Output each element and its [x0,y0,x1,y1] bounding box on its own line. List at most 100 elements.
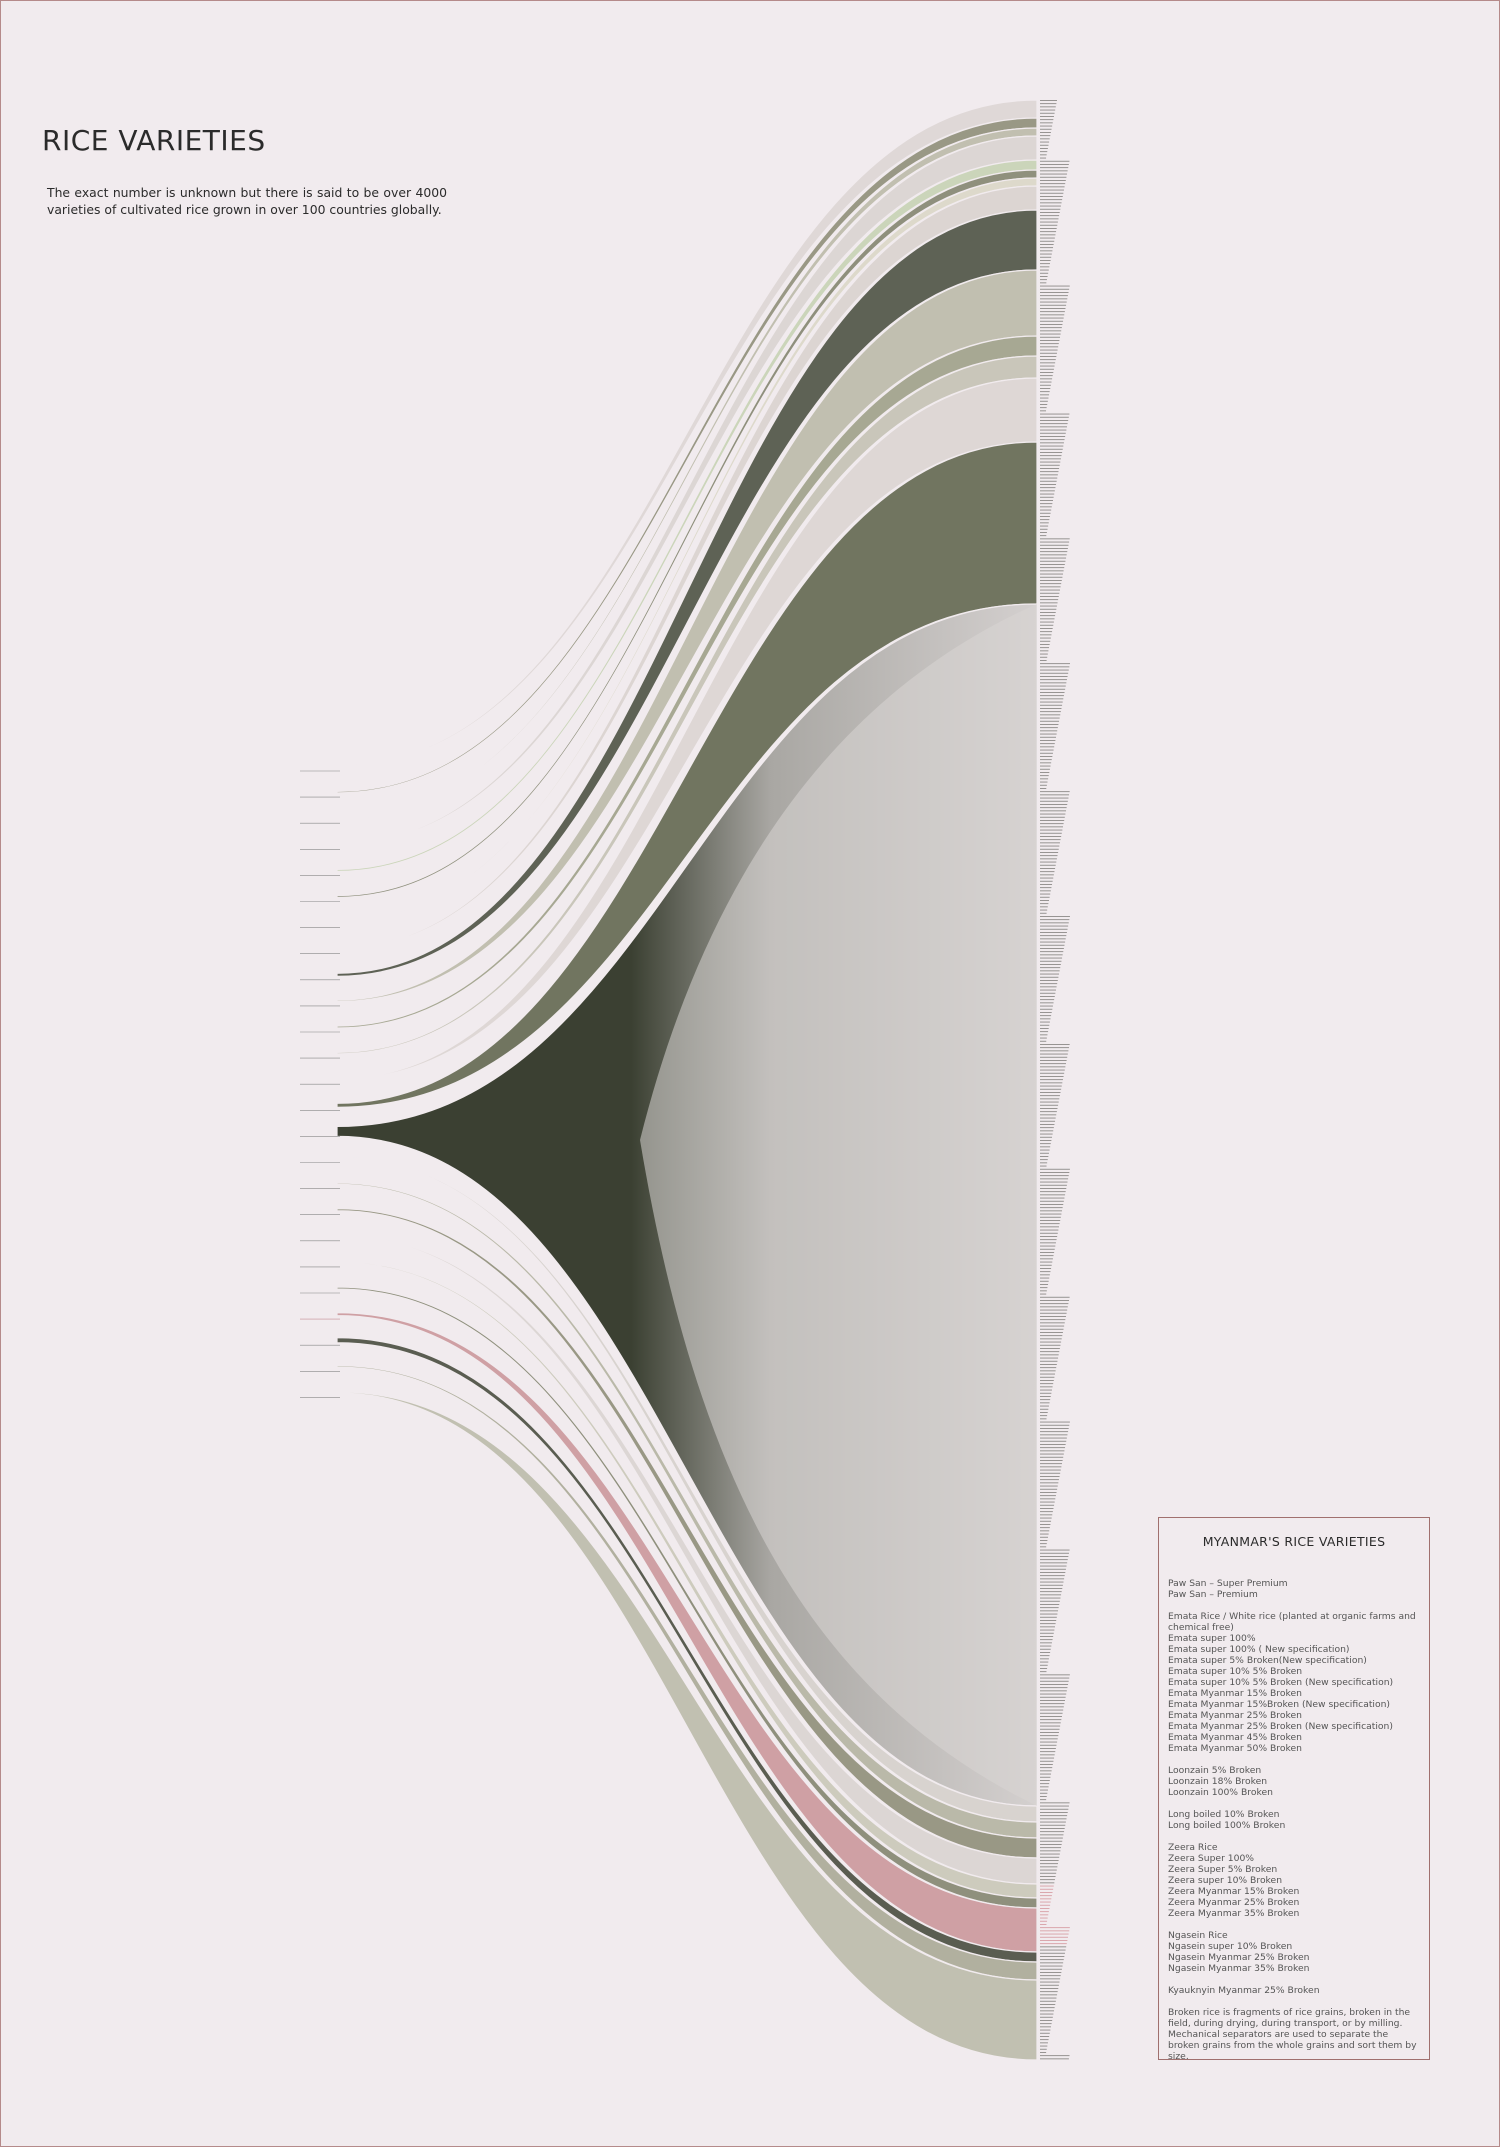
variety-tick [1040,436,1066,437]
variety-tick [1040,2052,1047,2053]
variety-tick [1040,1828,1065,1829]
variety-group: Ngasein Rice Ngasein super 10% Broken Ngas… [1168,1930,1420,1974]
variety-tick [1040,1012,1052,1013]
variety-tick [1040,564,1065,565]
country-band [336,269,1038,1003]
variety-tick [1040,596,1059,597]
variety-tick [1040,458,1061,460]
variety-tick [1040,394,1050,396]
variety-tick [1040,692,1065,693]
variety-tick [1040,1274,1050,1276]
variety-group: Paw San – Super Premium Paw San – Premium [1168,1578,1420,1600]
variety-tick [1040,1610,1059,1612]
variety-tick [1040,1572,1066,1573]
variety-tick [1040,1965,1063,1967]
variety-tick [1040,381,1052,383]
variety-tick [1040,1175,1069,1177]
variety-tick [1040,666,1070,668]
variety-tick [1040,778,1049,780]
variety-item: Zeera Super 5% Broken [1168,1864,1278,1875]
variety-tick [1040,896,1050,898]
variety-tick [1040,506,1052,508]
variety-tick [1040,1002,1054,1004]
variety-tick [1040,1533,1049,1535]
variety-tick [1040,535,1047,537]
variety-tick [1040,1588,1063,1589]
variety-tick [1040,1687,1068,1689]
variety-tick [1040,964,1061,965]
country-band [336,209,1038,977]
variety-tick [1040,1383,1054,1385]
variety-tick [1040,2007,1055,2009]
variety-tick [1040,1024,1050,1026]
variety-tick [1040,1220,1061,1221]
variety-tick [1040,493,1055,495]
variety-tick [1040,1821,1066,1823]
variety-tick [1040,532,1047,533]
variety-tick [1040,1552,1069,1554]
variety-tick [1040,122,1053,124]
variety-tick [1040,573,1064,575]
variety-tick [1040,602,1058,604]
variety-tick [1040,2004,1056,2005]
variety-tick [1040,269,1049,271]
variety-tick [1040,244,1054,245]
variety-tick [1040,1748,1056,1749]
variety-tick [1040,1831,1065,1833]
variety-item: Loonzain 18% Broken [1168,1776,1268,1787]
variety-tick [1040,224,1058,226]
variety-tick [1040,868,1056,869]
variety-tick [1040,970,1060,972]
variety-tick [1040,362,1056,364]
variety-tick [1040,234,1056,236]
variety-tick [1040,538,1070,540]
variety-tick [1040,1648,1051,1650]
variety-tick [1040,832,1062,834]
variety-tick [1040,2058,1069,2060]
variety-tick [1040,1904,1051,1906]
variety-tick [1040,1444,1066,1445]
variety-tick [1040,1312,1067,1314]
variety-tick [1040,669,1069,671]
variety-tick [1040,688,1066,690]
variety-tick [1040,1015,1052,1017]
variety-tick [1040,2016,1053,2018]
variety-tick [1040,1332,1063,1333]
variety-tick [1040,1063,1066,1065]
variety-tick [1040,1760,1054,1762]
variety-tick [1040,1786,1049,1788]
variety-tick [1040,1287,1048,1289]
variety-tick [1040,1053,1068,1055]
variety-tick [1040,916,1070,917]
variety-tick [1040,103,1057,105]
variety-tick [1040,1776,1051,1778]
variety-tick [1040,452,1063,453]
variety-tick [1040,1808,1069,1810]
variety-tick [1040,391,1050,393]
variety-tick [1040,1962,1064,1964]
variety-tick [1040,1290,1047,1292]
variety-tick [1040,272,1049,274]
variety-tick [1040,1994,1058,1996]
variety-tick [1040,807,1067,809]
variety-tick [1040,1120,1056,1122]
variety-tick [1040,1050,1069,1052]
variety-tick [1040,1543,1047,1545]
variety-tick [1040,1732,1059,1733]
variety-tick [1040,685,1066,687]
variety-tick [1040,1674,1070,1676]
variety-tick [1040,791,1070,793]
variety-tick [1040,762,1052,764]
variety-tick [1040,1229,1059,1231]
variety-tick [1040,765,1051,767]
variety-tick [1040,1719,1062,1721]
variety-item: Paw San – Premium [1168,1589,1258,1600]
variety-tick [1040,1530,1050,1532]
variety-item: Emata super 10% 5% Broken [1168,1666,1303,1677]
variety-tick [1040,496,1054,498]
variety-tick [1040,1696,1066,1698]
variety-tick [1040,1104,1059,1106]
variety-tick [1040,112,1055,114]
variety-tick [1040,1303,1069,1305]
variety-tick [1040,839,1061,841]
